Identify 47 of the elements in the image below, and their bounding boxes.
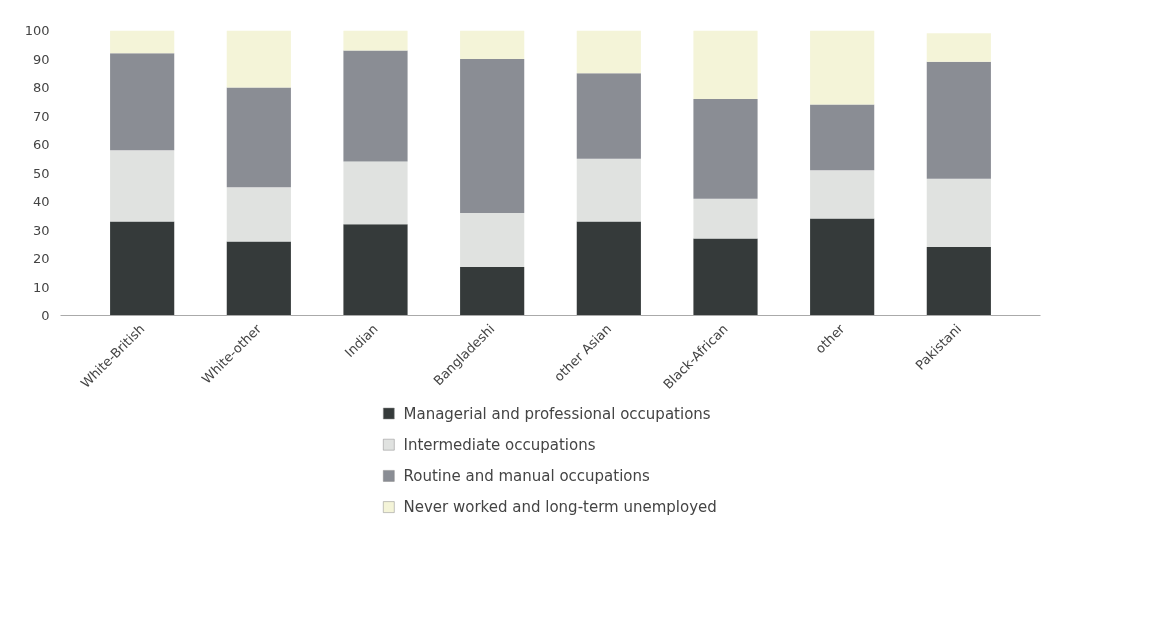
bar: [693, 30, 758, 99]
bar: [926, 61, 991, 179]
y-tick-label: 70: [32, 108, 50, 124]
bar: [926, 33, 991, 62]
bar: [343, 50, 408, 162]
legend-label: Intermediate occupations: [403, 435, 596, 454]
legend-label: Never worked and long-term unemployed: [403, 498, 717, 517]
bar: [576, 73, 641, 159]
bar: [110, 30, 175, 54]
bar: [460, 212, 525, 268]
y-tick-label: 50: [32, 165, 50, 181]
bar: [810, 104, 875, 171]
bar: [226, 241, 291, 316]
bar: [110, 221, 175, 316]
y-tick-label: 60: [32, 137, 50, 152]
bar: [810, 218, 875, 316]
bar: [693, 198, 758, 239]
y-tick-label: 100: [24, 23, 50, 38]
y-tick-label: 40: [32, 194, 50, 209]
bar: [460, 59, 525, 213]
legend-label: Managerial and professional occupations: [403, 404, 711, 423]
bar: [460, 267, 525, 316]
bar: [810, 170, 875, 219]
bar: [226, 187, 291, 242]
bar: [576, 221, 641, 316]
legend-label: Routine and manual occupations: [403, 466, 651, 485]
bar: [110, 53, 175, 151]
bar: [926, 247, 991, 316]
bar: [343, 30, 408, 51]
bar: [693, 98, 758, 199]
y-tick-label: 90: [32, 51, 50, 67]
bar: [576, 158, 641, 222]
bar: [693, 238, 758, 316]
y-tick-label: 30: [32, 222, 50, 238]
y-tick-label: 20: [32, 251, 50, 266]
bar: [576, 30, 641, 74]
bar: [926, 178, 991, 248]
y-tick-label: 10: [32, 279, 50, 295]
y-tick-label: 0: [41, 308, 50, 323]
bar: [110, 150, 175, 222]
bar: [343, 224, 408, 316]
bar: [226, 87, 291, 188]
bar: [460, 30, 525, 59]
bar: [343, 161, 408, 225]
bar: [226, 30, 291, 88]
bar: [810, 30, 875, 105]
y-tick-label: 80: [32, 80, 50, 95]
